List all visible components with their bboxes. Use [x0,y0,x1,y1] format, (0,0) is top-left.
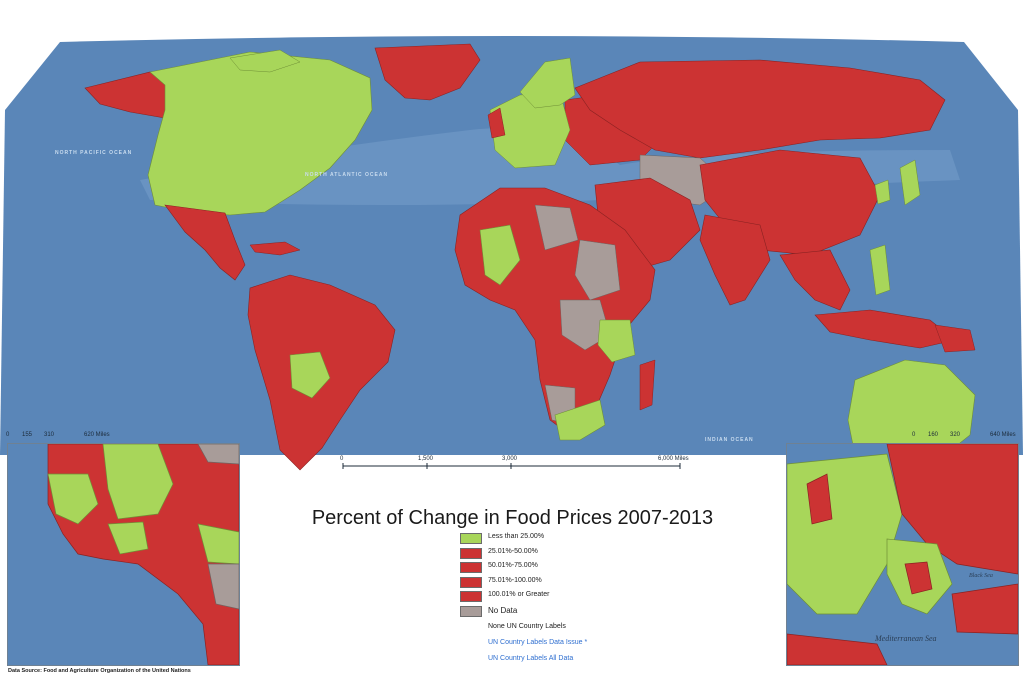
inset-eu-uk [806,473,833,525]
right-inset-scale-tick-3: 640 Miles [990,432,1016,438]
country-russia [574,59,946,159]
legend-swatch [460,547,482,559]
left-inset-scale-tick-1: 155 [22,432,33,438]
left-inset-scale-tick-3: 620 Miles [84,432,110,438]
title-legend-panel: Percent of Change in Food Prices 2007-20… [240,480,785,682]
main-scale-tick-2: 3,000 [502,456,518,462]
legend-swatch [460,562,482,573]
country-sudan [574,239,621,301]
legend-item-100-plus: 100.01% or Greater [460,590,760,605]
page-title: Percent of Change in Food Prices 2007-20… [311,507,714,529]
legend-label: 50.01%-75.00% [488,562,538,569]
data-source-note: Data Source: Food and Agriculture Organi… [8,668,191,674]
inset-eu-turkey [951,583,1018,635]
legend-item-less-than-25: Less than 25.00% [460,532,760,547]
country-east-africa [597,319,636,363]
country-australia [847,359,976,456]
country-caribbean [249,241,301,256]
right-inset-scale-tick-1: 160 [928,432,939,438]
country-north-america [147,51,373,216]
legend-item-25-50: 25.01%-50.00% [460,547,760,562]
country-philippines [869,244,891,296]
country-congo [559,299,611,351]
legend-swatch [460,533,482,544]
inset-europe-map: Mediterranean Sea Black Sea [787,444,1018,665]
label-option-data-issue[interactable]: UN Country Labels Data Issue * [488,639,588,646]
legend-label: 75.01%-100.00% [488,576,542,584]
legend-item-no-data: No Data [460,605,760,620]
label-option-all-data[interactable]: UN Country Labels All Data [488,655,574,662]
country-south-africa [554,399,606,441]
country-libya [534,204,579,251]
country-scandinavia [519,57,576,109]
legend-item-75-100: 75.01%-100.00% [460,576,760,591]
legend-item-50-75: 50.01%-75.00% [460,561,760,576]
country-indonesia [814,309,956,349]
inset-eu-west [787,453,903,615]
inset-west-africa [7,443,240,666]
country-mexico [164,204,246,281]
inset-wa-west-coast [47,473,99,525]
label-option-none: None UN Country Labels [488,623,566,630]
inset-eu-east [886,444,1018,575]
inset-label-black-sea: Black Sea [969,573,993,579]
legend-label: No Data [488,605,518,615]
country-se-asia [779,249,851,311]
legend-label: 25.01%-50.00% [488,547,538,555]
inset-wa-nodata-north [197,444,239,465]
inset-wa-nodata [207,563,239,610]
inset-eu-north-africa [787,633,888,665]
legend-label: Less than 25.00% [488,533,545,540]
inset-eu-balkan-red [904,561,933,595]
ocean-label-indian: INDIAN OCEAN [705,437,754,443]
country-bolivia [289,351,331,399]
country-korea [874,179,891,205]
country-madagascar [639,359,656,411]
country-greenland [374,43,481,101]
left-inset-scale-tick-2: 310 [44,432,55,438]
legend: Less than 25.00% 25.01%-50.00% 50.01%-75… [460,532,760,619]
main-scale-bar [342,463,681,469]
country-japan [899,159,921,206]
inset-europe: Mediterranean Sea Black Sea [786,443,1019,666]
legend-label: 100.01% or Greater [488,591,550,598]
ocean-label-north-atlantic: NORTH ATLANTIC OCEAN [305,172,389,178]
country-arctic-islands [229,49,301,73]
ocean-label-north-pacific: NORTH PACIFIC OCEAN [55,150,133,156]
main-scale-tick-0: 0 [340,456,344,462]
country-india [699,214,771,306]
main-scale-tick-3: 6,000 Miles [658,456,689,462]
inset-label-mediterranean: Mediterranean Sea [874,634,937,643]
country-png [934,324,976,353]
left-inset-scale-tick-0: 0 [6,432,10,438]
legend-swatch [460,605,482,617]
inset-wa-mali [102,444,174,520]
country-mali [479,224,521,286]
inset-wa-east [197,523,239,565]
main-scale-tick-1: 1,500 [418,456,434,462]
legend-swatch [460,576,482,588]
legend-swatch [460,591,482,602]
inset-west-africa-map [47,444,239,665]
right-inset-scale-tick-0: 0 [912,432,916,438]
right-inset-scale-tick-2: 320 [950,432,961,438]
inset-wa-gulf [107,521,149,555]
country-uk [487,107,506,139]
